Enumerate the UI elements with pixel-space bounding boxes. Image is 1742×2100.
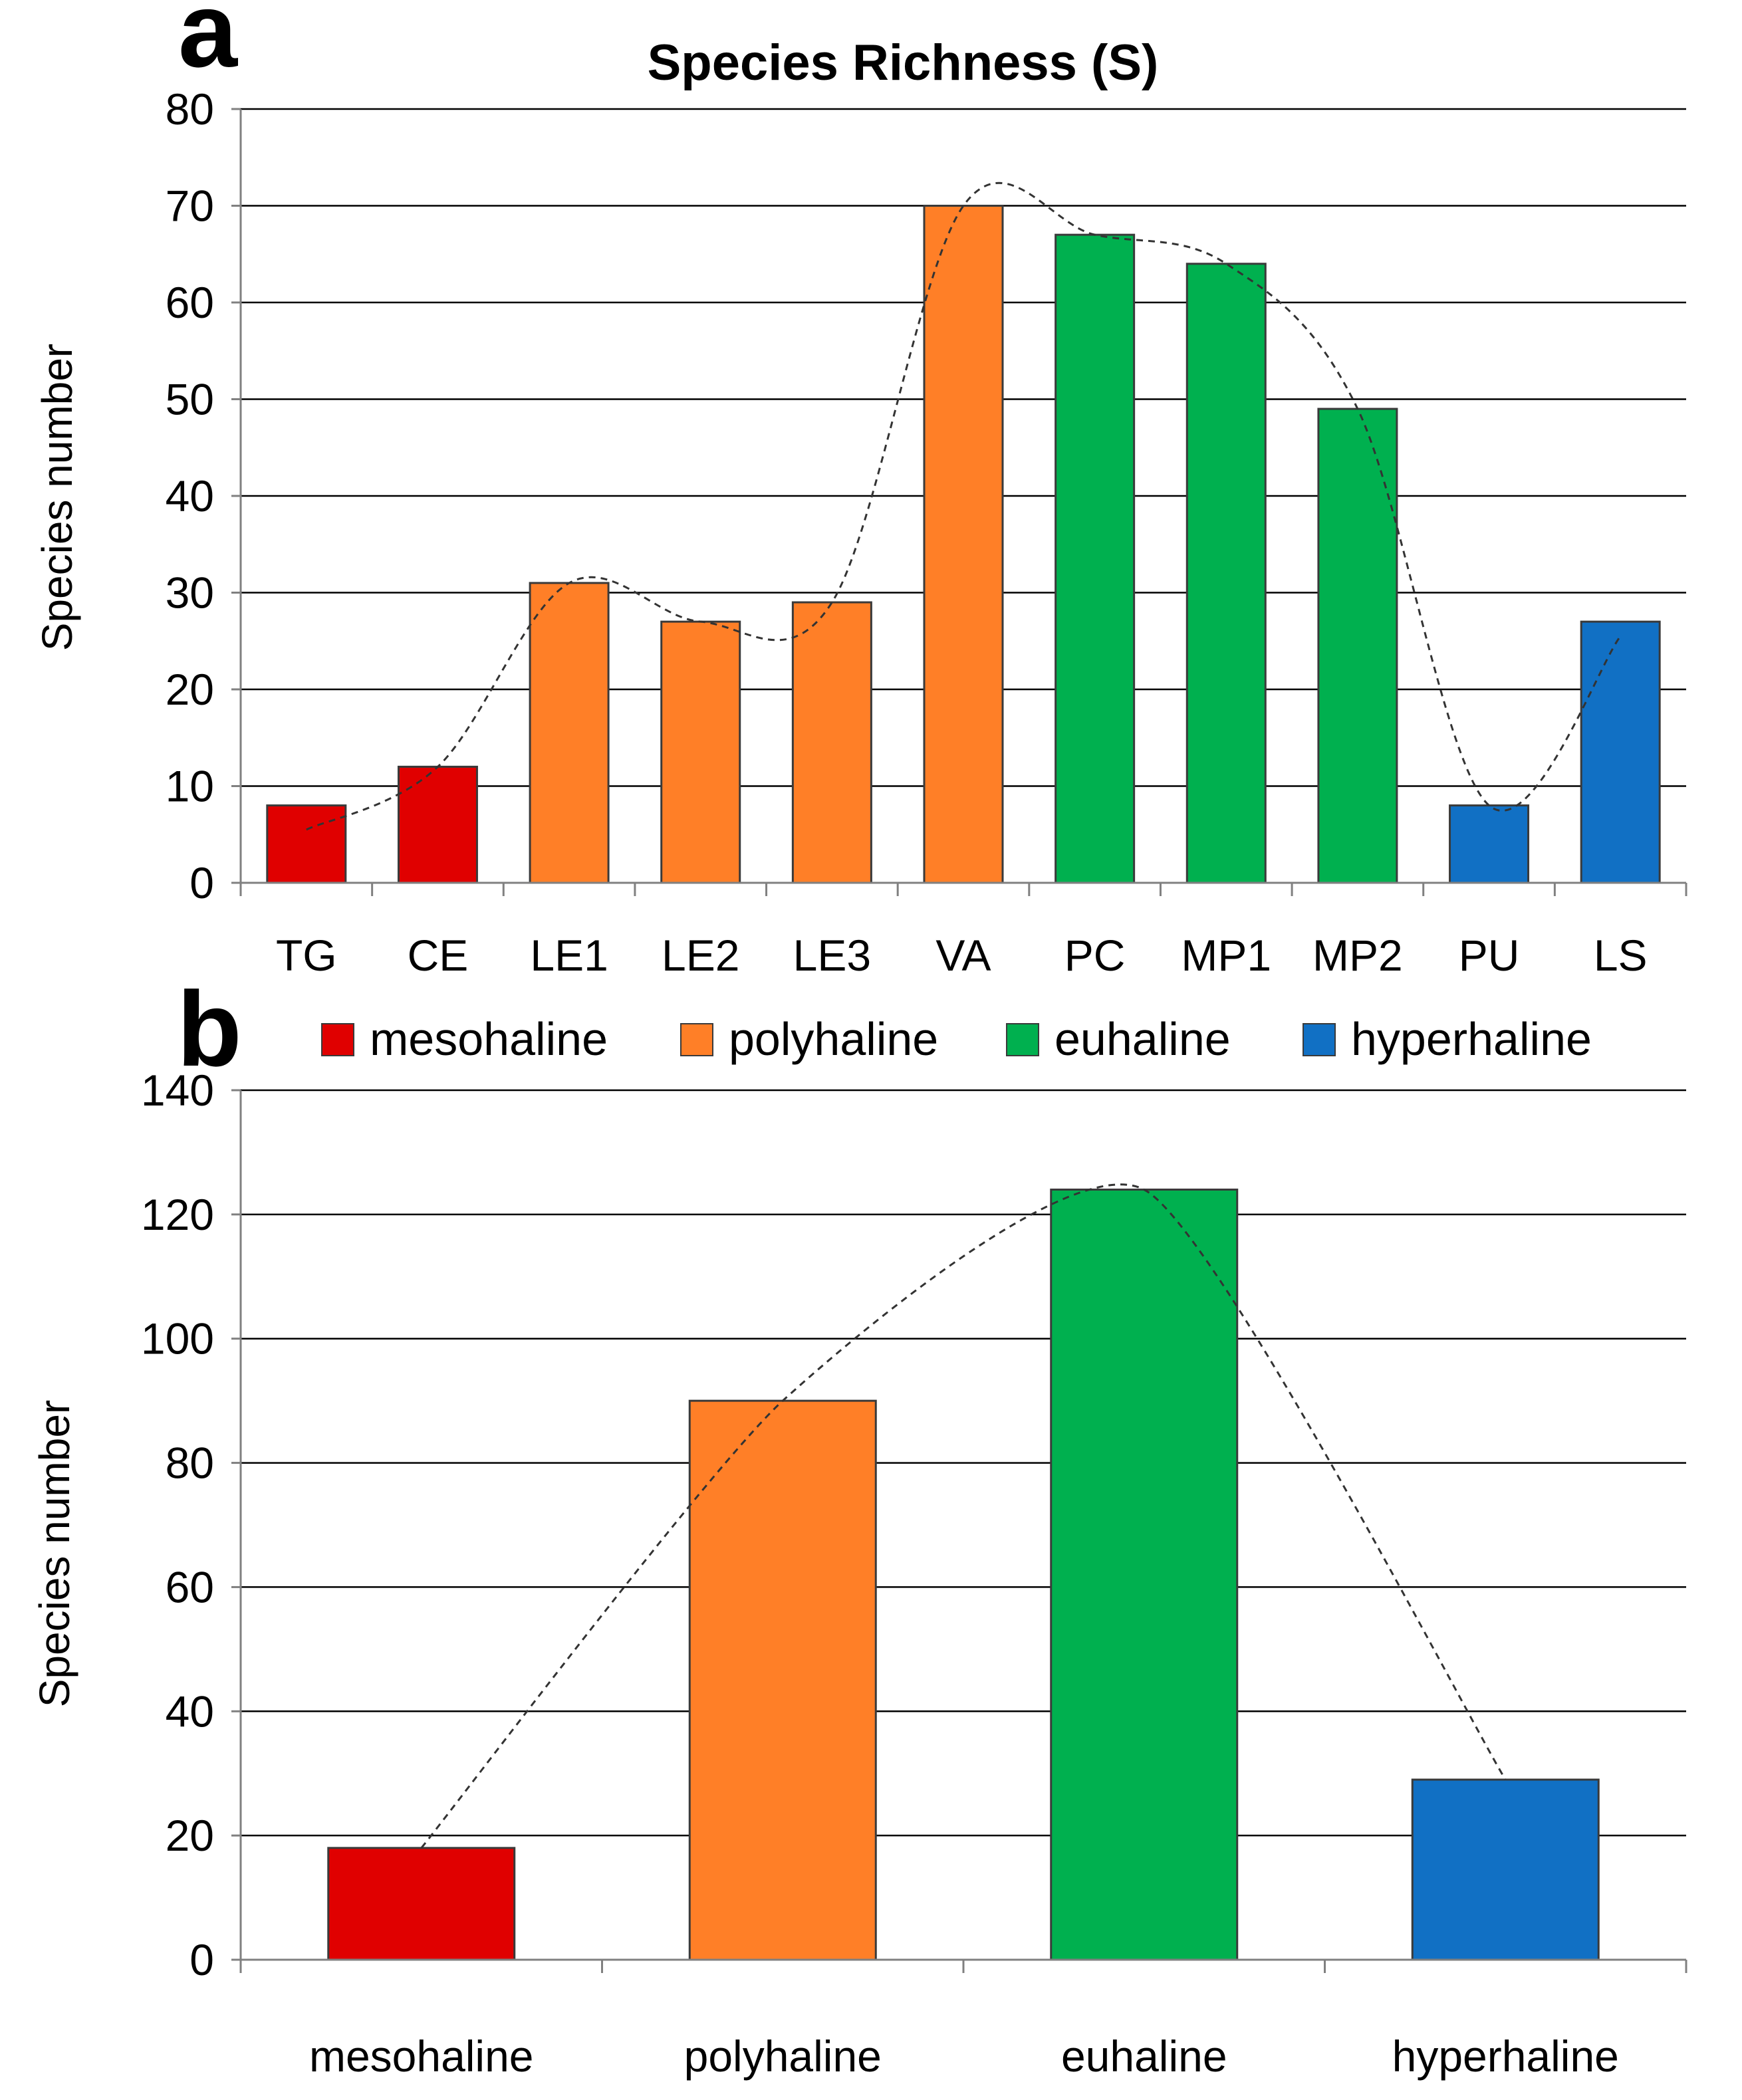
chart-a-x-label-mp2: MP2 bbox=[1312, 931, 1403, 980]
chart-a-bar-mp1 bbox=[1185, 263, 1267, 884]
chart-b-y-tick-label: 120 bbox=[141, 1190, 214, 1239]
chart-a-y-axis-title: Species number bbox=[33, 344, 81, 651]
chart-a-y-tick-label: 70 bbox=[166, 181, 214, 231]
chart-b-y-tick-label: 0 bbox=[189, 1935, 214, 1984]
chart-a-bar-pu bbox=[1449, 804, 1530, 884]
legend-swatch-hyperhaline bbox=[1303, 1023, 1336, 1056]
chart-a-y-tick-label: 20 bbox=[166, 665, 214, 714]
chart-a-x-label-le2: LE2 bbox=[662, 931, 739, 980]
chart-a-x-label-va: VA bbox=[935, 931, 991, 980]
chart-a-y-tick-label: 50 bbox=[166, 375, 214, 424]
chart-a-axes bbox=[231, 109, 1687, 896]
chart-a-bar-le3 bbox=[791, 601, 872, 884]
chart-a-title: Species Richness (S) bbox=[648, 35, 1159, 91]
legend-swatch-mesohaline bbox=[321, 1023, 354, 1056]
chart-a: Species Richness (S) Species number 0 10 2… bbox=[33, 35, 1687, 980]
chart-a-x-label-le3: LE3 bbox=[793, 931, 871, 980]
chart-a-bar-ce bbox=[397, 765, 478, 884]
panel-label-b: b bbox=[177, 969, 242, 1088]
chart-b-x-label-mesohaline: mesohaline bbox=[309, 2032, 534, 2081]
chart-b-y-tick-label: 80 bbox=[166, 1439, 214, 1488]
chart-a-trendline-group bbox=[306, 181, 1622, 831]
chart-a-bar-ls bbox=[1580, 620, 1661, 884]
chart-b-y-tick-label: 40 bbox=[166, 1687, 214, 1736]
chart-a-x-label-ce: CE bbox=[408, 931, 469, 980]
chart-b-y-tick-label: 140 bbox=[141, 1066, 214, 1115]
chart-a-bars bbox=[266, 205, 1661, 884]
chart-b-x-label-polyhaline: polyhaline bbox=[684, 2032, 882, 2081]
chart-b-x-labels: mesohaline polyhaline euhaline hyperhaline bbox=[309, 2032, 1619, 2081]
chart-b-bars bbox=[327, 1188, 1600, 1961]
chart-b-x-label-euhaline: euhaline bbox=[1061, 2032, 1227, 2081]
chart-b-bar-hyperhaline bbox=[1411, 1778, 1600, 1961]
chart-b-grid bbox=[241, 1089, 1686, 1837]
chart-b-y-tick-label: 60 bbox=[166, 1562, 214, 1611]
legend: mesohaline polyhaline euhaline hyperhaline bbox=[321, 1013, 1592, 1065]
chart-b-bar-euhaline bbox=[1050, 1188, 1239, 1961]
legend-swatch-polyhaline bbox=[680, 1023, 713, 1056]
chart-a-y-tick-label: 60 bbox=[166, 278, 214, 327]
chart-a-y-tick-label: 80 bbox=[166, 84, 214, 134]
chart-a-bar-mp2 bbox=[1317, 408, 1398, 884]
panel-label-a: a bbox=[178, 0, 238, 89]
chart-a-trendline bbox=[306, 181, 1622, 831]
chart-a-y-tick-label: 40 bbox=[166, 471, 214, 521]
chart-a-bar-pc bbox=[1055, 233, 1136, 884]
chart-a-x-label-pu: PU bbox=[1459, 931, 1520, 980]
chart-b-trendline-group bbox=[420, 1183, 1507, 1849]
legend-swatch-euhaline bbox=[1006, 1023, 1039, 1056]
chart-a-bar-le2 bbox=[660, 620, 741, 884]
chart-a-x-label-tg: TG bbox=[276, 931, 337, 980]
chart-b-y-axis-title: Species number bbox=[31, 1400, 78, 1707]
chart-b-y-tick-label: 100 bbox=[141, 1314, 214, 1363]
chart-a-x-label-ls: LS bbox=[1594, 931, 1648, 980]
chart-a-x-labels: TG CE LE1 LE2 LE3 VA PC MP1 MP2 PU LS bbox=[276, 931, 1648, 980]
chart-b-y-ticks: 0 20 40 60 80 100 120 140 bbox=[141, 1066, 241, 1984]
chart-a-y-ticks: 0 10 20 30 40 50 60 70 80 bbox=[166, 84, 241, 907]
chart-a-bar-tg bbox=[266, 804, 347, 884]
chart-a-x-label-le1: LE1 bbox=[530, 931, 608, 980]
chart-a-y-tick-label: 10 bbox=[166, 762, 214, 811]
chart-a-y-tick-label: 30 bbox=[166, 568, 214, 618]
legend-label-mesohaline: mesohaline bbox=[370, 1013, 608, 1065]
chart-b-trendline bbox=[420, 1183, 1507, 1849]
legend-label-hyperhaline: hyperhaline bbox=[1351, 1013, 1592, 1065]
chart-a-bar-va bbox=[923, 205, 1004, 884]
chart-b-axes bbox=[231, 1090, 1687, 1973]
chart-a-y-tick-label: 0 bbox=[189, 858, 214, 907]
chart-a-bar-le1 bbox=[529, 582, 610, 884]
chart-b-bar-mesohaline bbox=[327, 1847, 516, 1961]
chart-a-x-label-mp1: MP1 bbox=[1181, 931, 1271, 980]
chart-b-bar-polyhaline bbox=[688, 1399, 877, 1961]
legend-label-euhaline: euhaline bbox=[1055, 1013, 1231, 1065]
chart-b-y-tick-label: 20 bbox=[166, 1811, 214, 1860]
chart-b-x-label-hyperhaline: hyperhaline bbox=[1392, 2032, 1619, 2081]
chart-a-x-label-pc: PC bbox=[1064, 931, 1126, 980]
chart-b: Species number 0 20 40 60 80 100 120 140 mesoha… bbox=[31, 1066, 1687, 2081]
legend-label-polyhaline: polyhaline bbox=[729, 1013, 938, 1065]
